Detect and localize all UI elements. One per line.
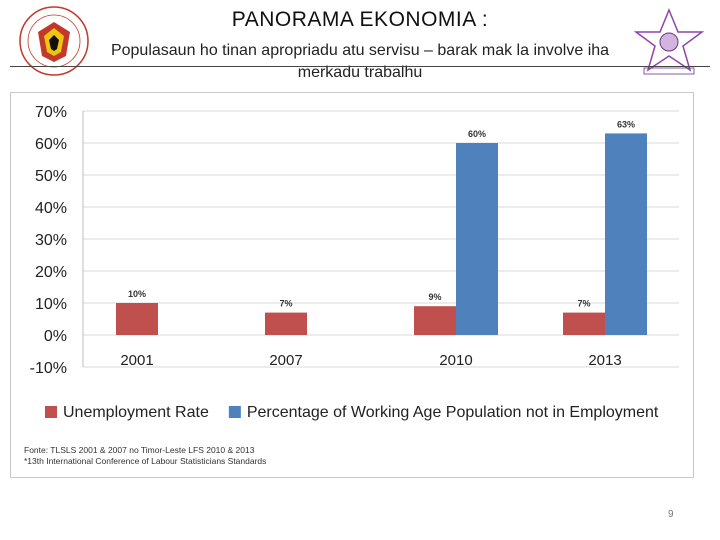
legend-label: Unemployment Rate	[63, 404, 209, 421]
x-tick-label: 2010	[439, 352, 472, 369]
data-label: 9%	[428, 292, 441, 302]
bar	[456, 143, 498, 335]
bar-chart: 70% 60% 50% 40% 30% 20% 10% 0% -10% 10% 2001 7% 2007…	[30, 104, 679, 421]
y-tick-label: 70%	[35, 104, 67, 121]
page-number: 9	[668, 509, 674, 520]
bar	[265, 312, 307, 335]
x-tick-label: 2001	[120, 352, 153, 369]
y-tick-label: 30%	[35, 232, 67, 249]
data-label: 7%	[577, 299, 590, 309]
y-tick-label: 40%	[35, 200, 67, 217]
y-tick-label: 20%	[35, 264, 67, 281]
legend-swatch	[228, 406, 241, 418]
data-label: 10%	[128, 289, 146, 299]
source-line-2: *13th International Conference of Labour…	[24, 456, 267, 466]
source-line-1: Fonte: TLSLS 2001 & 2007 no Timor-Leste …	[24, 445, 255, 455]
y-tick-label: 60%	[35, 136, 67, 153]
x-tick-label: 2013	[588, 352, 621, 369]
y-tick-label: 0%	[44, 328, 67, 345]
government-seal-logo	[19, 6, 89, 76]
data-label: 7%	[279, 299, 292, 309]
y-tick-label: 50%	[35, 168, 67, 185]
bar	[414, 306, 456, 335]
bar	[116, 303, 158, 335]
bar	[563, 312, 605, 335]
x-tick-label: 2007	[269, 352, 302, 369]
y-tick-label: 10%	[35, 296, 67, 313]
bar	[605, 133, 647, 335]
legend-label: Percentage of Working Age Population not…	[247, 404, 659, 421]
star-emblem-logo	[633, 8, 705, 75]
y-tick-label: -10%	[30, 360, 67, 377]
legend-swatch	[45, 406, 57, 418]
header-divider	[10, 66, 710, 67]
data-label: 60%	[468, 129, 486, 139]
source-note: Fonte: TLSLS 2001 & 2007 no Timor-Leste …	[24, 445, 266, 467]
slide-title: PANORAMA EKONOMIA :	[231, 8, 489, 31]
data-label: 63%	[617, 119, 635, 129]
slide-subtitle: Populasaun ho tinan apropriadu atu servi…	[110, 42, 610, 81]
chart-frame: 70% 60% 50% 40% 30% 20% 10% 0% -10% 10% 2001 7% 2007…	[10, 92, 694, 478]
